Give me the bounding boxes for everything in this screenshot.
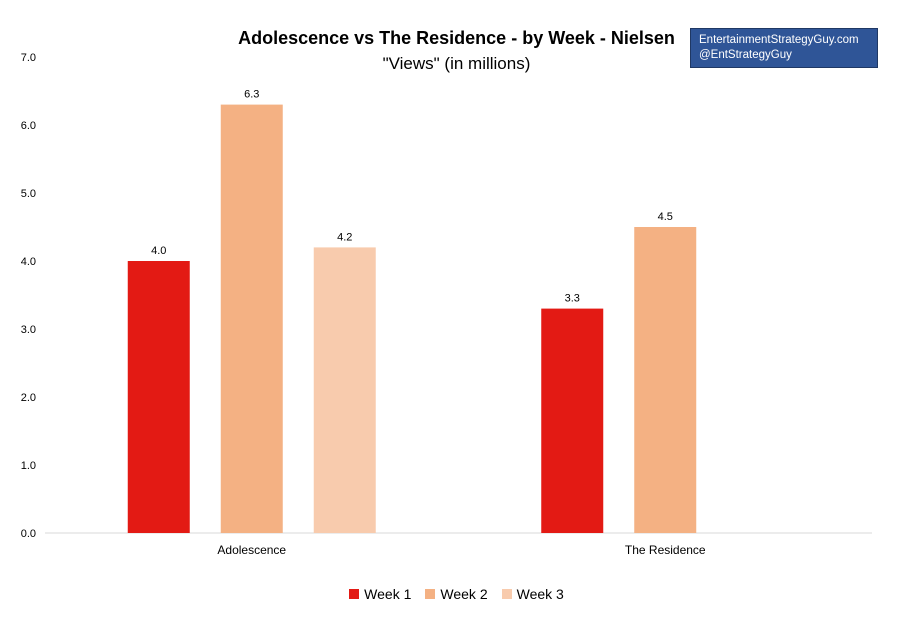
legend-label-week-3: Week 3 <box>516 586 564 602</box>
x-category-label: The Residence <box>625 543 706 557</box>
legend-label-week-2: Week 2 <box>440 586 488 602</box>
y-tick-label: 5.0 <box>21 188 36 200</box>
chart-subtitle: "Views" (in millions) <box>382 54 531 73</box>
legend-label-week-1: Week 1 <box>364 586 412 602</box>
data-label: 4.0 <box>151 245 166 257</box>
brand-website: EntertainmentStrategyGuy.com <box>699 34 859 46</box>
bar-week-3-adolescence <box>313 247 376 533</box>
bar-week-1-the-residence <box>541 308 604 533</box>
y-tick-label: 2.0 <box>21 392 36 404</box>
legend-item-week-2: Week 2 <box>425 586 488 602</box>
data-label: 4.2 <box>337 231 352 243</box>
y-tick-label: 3.0 <box>21 324 36 336</box>
legend-item-week-3: Week 3 <box>501 586 564 602</box>
data-label: 3.3 <box>565 293 580 305</box>
chart-title: Adolescence vs The Residence - by Week -… <box>238 28 675 48</box>
brand-box: EntertainmentStrategyGuy.com @EntStrateg… <box>690 28 878 68</box>
legend: Week 1 Week 2 Week 3 <box>0 586 913 602</box>
bar-week-2-the-residence <box>634 227 697 533</box>
y-tick-label: 7.0 <box>21 52 36 64</box>
x-category-label: Adolescence <box>217 543 286 557</box>
brand-handle: @EntStrategyGuy <box>699 49 792 61</box>
bar-week-2-adolescence <box>220 104 283 533</box>
bar-week-1-adolescence <box>127 261 190 533</box>
y-tick-label: 6.0 <box>21 120 36 132</box>
legend-swatch-week-1 <box>349 589 360 599</box>
y-tick-label: 0.0 <box>21 528 36 540</box>
legend-swatch-week-3 <box>501 589 512 599</box>
data-label: 6.3 <box>244 89 259 101</box>
y-tick-label: 1.0 <box>21 460 36 472</box>
legend-swatch-week-2 <box>425 589 436 599</box>
legend-item-week-1: Week 1 <box>349 586 411 602</box>
data-label: 4.5 <box>658 211 673 223</box>
y-tick-label: 4.0 <box>21 256 36 268</box>
